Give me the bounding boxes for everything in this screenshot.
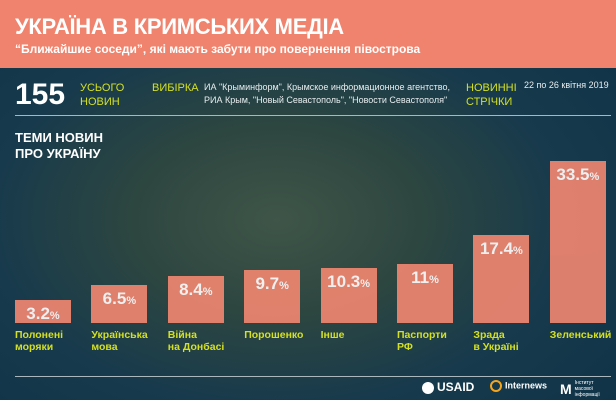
- category-label: Порошенко: [244, 329, 304, 341]
- usaid-logo: USAID: [422, 380, 474, 395]
- bar: 3.2%: [15, 300, 71, 323]
- bar-value-label: 11: [411, 268, 430, 288]
- bar-value-label: 3.2: [26, 304, 50, 324]
- category-label: Українська мова: [91, 329, 148, 353]
- bar-value-label: 9.7: [255, 274, 280, 294]
- bar: 8.4%: [167, 276, 224, 323]
- category-label: Війна на Донбасі: [167, 329, 225, 353]
- bar: 9.7%: [244, 270, 301, 323]
- bar: 6.5%: [91, 285, 148, 323]
- page-subtitle: “Ближайшие соседи”, які мають забути про…: [15, 42, 421, 56]
- bar-value-label: 10.3: [327, 271, 361, 291]
- bar-unit: %: [360, 277, 371, 290]
- category-label: Полонені моряки: [15, 329, 64, 353]
- bar-unit: %: [429, 274, 439, 287]
- bar: 11%: [397, 264, 453, 323]
- category-label: Зрада в Україні: [473, 329, 519, 353]
- bar: 17.4%: [473, 234, 530, 323]
- bar-unit: %: [49, 310, 60, 323]
- count-label: УСЬОГО НОВИН: [80, 82, 125, 108]
- bar-value-label: 6.5: [102, 289, 127, 309]
- bar-unit: %: [126, 295, 137, 308]
- sample-label: ВИБІРКА: [152, 82, 199, 94]
- category-label: Зеленський: [549, 329, 612, 341]
- bar-value-label: 33.5: [556, 164, 590, 184]
- feeds-label: НОВИННІ СТРІЧКИ: [466, 82, 517, 108]
- internews-logo: Internews: [490, 380, 547, 392]
- imi-logo: M Інститут масової інформації: [560, 380, 600, 398]
- bar-value-label: 8.4: [179, 280, 203, 300]
- date-range: 22 по 26 квітня 2019: [524, 80, 609, 90]
- bar-unit: %: [513, 244, 523, 257]
- category-label: Паспорти РФ: [397, 329, 447, 353]
- category-label: Інше: [320, 329, 345, 341]
- footer-divider: [15, 376, 611, 377]
- header: УКРАЇНА В КРИМСЬКИХ МЕДІА “Ближайшие сос…: [0, 0, 616, 68]
- bar-unit: %: [279, 280, 289, 293]
- bar-value-label: 17.4: [479, 238, 514, 258]
- news-count: 155: [15, 78, 66, 111]
- sample-sources: ИА "Крыминформ", Крымское информационное…: [204, 82, 450, 105]
- page-title: УКРАЇНА В КРИМСЬКИХ МЕДІА: [15, 14, 344, 39]
- bar: 10.3%: [320, 267, 377, 323]
- chart-title: ТЕМИ НОВИН ПРО УКРАЇНУ: [15, 130, 104, 161]
- bar-unit: %: [589, 170, 600, 183]
- bar: 33.5%: [549, 160, 606, 323]
- stats-row: 155 УСЬОГО НОВИН ВИБІРКА ИА "Крыминформ",…: [0, 78, 616, 114]
- bar-unit: %: [202, 286, 213, 299]
- divider: [15, 115, 611, 116]
